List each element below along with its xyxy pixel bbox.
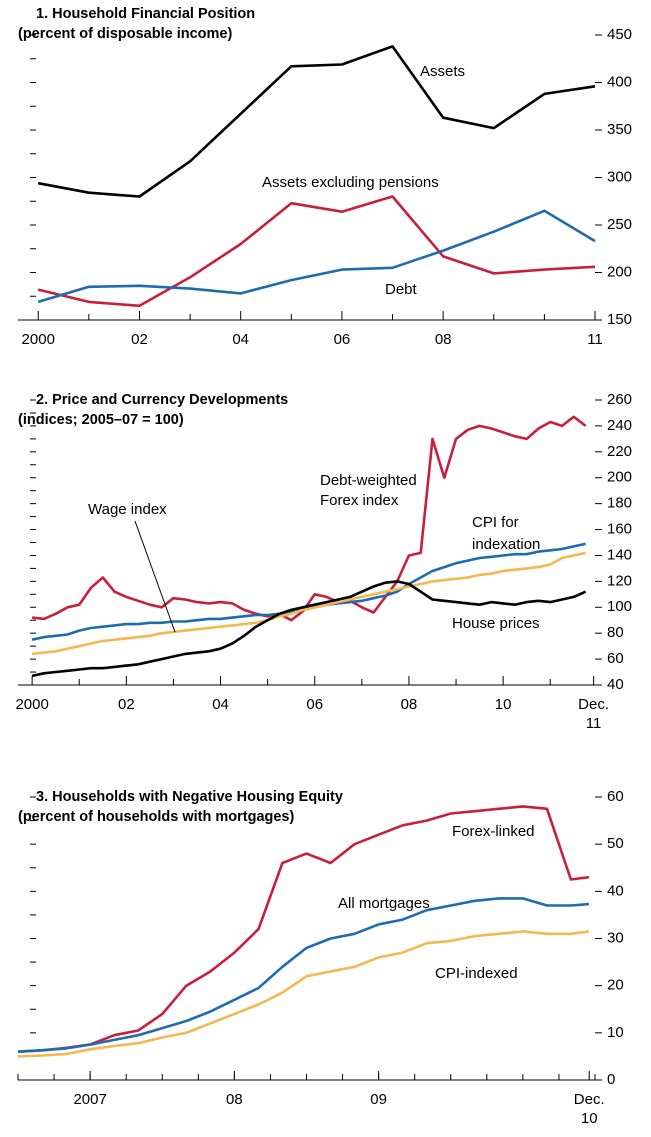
y-tick-label: 50 [607,835,624,852]
series-line [31,580,587,678]
y-tick-label: 180 [607,495,632,512]
x-tick-label: 06 [306,696,323,713]
y-tick-label: 150 [607,311,632,328]
x-tick-label: 2000 [22,331,55,348]
annotation: Debt-weighted [320,472,417,489]
x-tick-label: 04 [212,696,229,713]
y-tick-label: 200 [607,469,632,486]
series-label: CPI-indexed [435,965,518,982]
y-tick-label: 60 [607,788,624,805]
annotation: CPI for [472,514,519,531]
y-tick-label: 100 [607,598,632,615]
y-tick-label: 400 [607,73,632,90]
y-tick-label: 0 [607,1071,615,1088]
y-tick-label: 60 [607,650,624,667]
chart-title: 2. Price and Currency Developments [36,392,288,408]
annotation: Wage index [88,501,167,518]
x-tick-label: 2000 [15,696,48,713]
leader-line [134,520,176,633]
series-label: Assets excluding pensions [262,174,439,191]
x-tick-label: 2007 [73,1091,106,1108]
x-tick-label: 09 [370,1091,387,1108]
x-tick-label: 08 [226,1091,243,1108]
x-tick-label: 10 [495,696,512,713]
chart-subtitle: (indices; 2005–07 = 100) [18,412,184,428]
series-line [17,930,590,1058]
y-tick-label: 140 [607,546,632,563]
chart-title: 1. Household Financial Position [36,6,255,22]
series-label: Assets [420,63,465,80]
y-tick-label: 220 [607,443,632,460]
y-tick-label: 10 [607,1024,624,1041]
chart-subtitle: (percent of households with mortgages) [18,809,294,825]
x-tick-label: Dec. [574,1091,605,1108]
series-line [31,415,587,622]
chart-subtitle: (percent of disposable income) [18,26,232,42]
series-label: All mortgages [338,895,430,912]
series-label: Forex-linked [452,823,535,840]
annotation: House prices [452,615,540,632]
annotation: indexation [472,536,540,553]
x-tick-label: 10 [581,1110,598,1127]
series-line [37,45,596,198]
y-tick-label: 120 [607,572,632,589]
series-line [37,195,596,308]
x-tick-label: 08 [435,331,452,348]
x-tick-label: 02 [118,696,135,713]
y-tick-label: 20 [607,977,624,994]
x-tick-label: 02 [131,331,148,348]
y-tick-label: 350 [607,121,632,138]
y-tick-label: 300 [607,168,632,185]
y-tick-label: 200 [607,263,632,280]
y-tick-label: 260 [607,391,632,408]
x-tick-label: 11 [586,715,602,732]
chart-title: 3. Households with Negative Housing Equi… [36,789,343,805]
series-line [17,805,590,1053]
y-tick-label: 160 [607,521,632,538]
x-tick-label: 06 [334,331,351,348]
y-tick-label: 40 [607,676,624,693]
x-tick-label: 08 [401,696,418,713]
x-tick-label: Dec. [578,696,609,713]
y-tick-label: 30 [607,929,624,946]
series-line [31,551,586,656]
x-tick-label: 11 [587,331,603,348]
y-tick-label: 80 [607,624,624,641]
y-tick-label: 240 [607,417,632,434]
series-label: Debt [385,281,418,298]
y-tick-label: 250 [607,216,632,233]
series-line [37,209,596,304]
x-tick-label: 04 [232,331,249,348]
y-tick-label: 40 [607,882,624,899]
annotation: Forex index [320,492,399,509]
series-line [17,897,590,1053]
y-tick-label: 450 [607,26,632,43]
